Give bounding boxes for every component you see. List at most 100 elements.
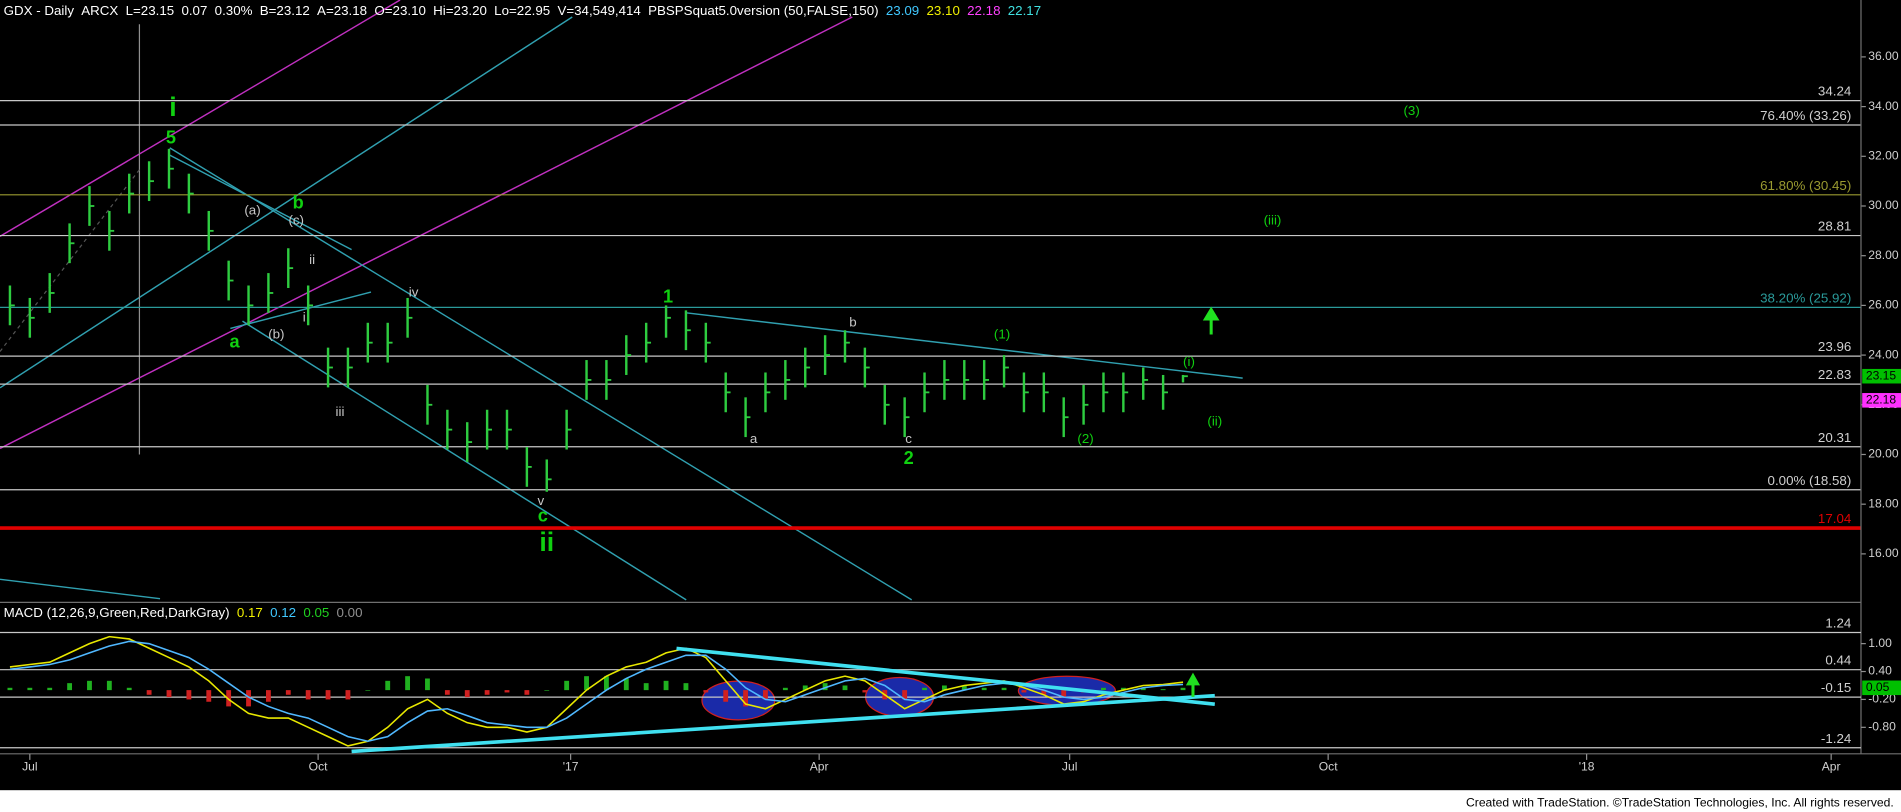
header-item: 23.10 [927, 2, 960, 17]
histogram-bar [862, 690, 868, 693]
arrow-head [1185, 672, 1201, 686]
y-tick-label: 16.00 [1868, 546, 1899, 560]
wave-label: 5 [166, 128, 176, 148]
histogram-bar [1021, 690, 1027, 693]
histogram-bar [186, 690, 192, 700]
macd-line [9, 635, 1184, 747]
histogram-bar [444, 690, 450, 695]
histogram-bar [166, 690, 172, 698]
trend-lines [0, 0, 1243, 601]
trend-line [0, 169, 140, 352]
trend-line [169, 154, 352, 251]
level-label: 23.96 [1818, 339, 1851, 354]
y-tick-label: 20.00 [1868, 447, 1899, 461]
histogram-bar [464, 690, 470, 698]
price-panel: 36.0034.0032.0030.0028.0026.0024.0022.00… [0, 49, 1901, 560]
header-item: Hi=23.20 [433, 2, 487, 17]
trend-line [0, 16, 573, 389]
histogram-bar [1140, 687, 1146, 691]
histogram-bar [67, 683, 73, 691]
trend-line [684, 311, 1243, 379]
level-label: 20.31 [1818, 430, 1851, 445]
y-tick-label: 32.00 [1868, 149, 1899, 163]
histogram-bar [743, 690, 749, 707]
header-item: B=23.12 [260, 2, 310, 17]
histogram-bar [623, 678, 629, 691]
histogram-bar [405, 676, 411, 691]
histogram-bar [1101, 687, 1106, 691]
y-tick-label: 1.00 [1868, 636, 1892, 650]
histogram-bar [603, 676, 609, 691]
x-tick-label: Jul [22, 759, 37, 773]
y-tick-label: 36.00 [1868, 49, 1899, 63]
histogram-bar [47, 687, 53, 691]
level-label: 1.24 [1825, 616, 1852, 631]
x-tick-label: Oct [1319, 759, 1338, 773]
histogram-bar [723, 690, 729, 702]
price-tag-label: 0.05 [1866, 680, 1890, 694]
wave-label: i [303, 309, 306, 324]
y-tick-label: 24.00 [1868, 347, 1899, 361]
header-item: 0.07 [181, 2, 207, 17]
histogram-bar [584, 676, 589, 691]
histogram-bar [564, 680, 570, 691]
trend-line [169, 147, 913, 601]
histogram-bar [206, 690, 212, 702]
histogram-bar [246, 690, 251, 707]
histogram-bar [106, 680, 112, 691]
header-item: 22.17 [1008, 2, 1041, 17]
wave-label: 1 [663, 287, 673, 307]
header-item: L=23.15 [126, 2, 175, 17]
level-label: -1.24 [1821, 731, 1852, 746]
trend-line [230, 291, 372, 330]
header-item: PBSPSquat5.0version (50,FALSE,150) [648, 2, 878, 17]
histogram-bar [842, 685, 848, 691]
background [0, 0, 1901, 790]
level-label: -0.15 [1821, 680, 1851, 695]
macd-line [9, 640, 1184, 743]
histogram-bar [1180, 687, 1186, 691]
histogram-bar [1120, 687, 1126, 691]
arrow-head [1202, 306, 1220, 321]
x-tick-label: Jul [1062, 759, 1077, 773]
header-item: MACD (12,26,9,Green,Red,DarkGray) [4, 605, 230, 620]
histogram-bar [1001, 687, 1007, 691]
y-tick-label: -0.20 [1868, 692, 1896, 706]
wave-label: (iii) [1264, 212, 1282, 227]
histogram-bar [643, 683, 649, 691]
x-tick-label: Apr [1822, 759, 1841, 773]
wave-label: (ii) [1207, 414, 1222, 429]
header-item: 0.05 [303, 605, 329, 620]
wave-label: (b) [268, 327, 284, 342]
wave-label: iv [409, 284, 419, 299]
wave-label: a [750, 431, 758, 446]
header-item: 0.30% [215, 2, 253, 17]
y-tick-label: 28.00 [1868, 248, 1899, 262]
header-item: 0.00 [337, 605, 363, 620]
histogram-bar [663, 680, 669, 691]
histogram-bar [285, 690, 291, 695]
wave-label: c [905, 431, 912, 446]
header-item: 0.17 [237, 605, 263, 620]
histogram-bar [325, 690, 331, 700]
histogram-bar [27, 687, 33, 691]
histogram-bar [504, 690, 510, 693]
wave-label: ii [539, 527, 554, 557]
highlight-ellipse [701, 680, 776, 721]
histogram-bar [544, 690, 550, 691]
wave-label: (2) [1077, 431, 1093, 446]
histogram-bar [226, 690, 232, 707]
histogram-bar [265, 690, 271, 702]
wave-label: 2 [904, 448, 914, 468]
price-tag [1862, 680, 1901, 696]
histogram-bar [782, 687, 788, 691]
wave-label: i [169, 92, 176, 122]
histogram-bar [365, 690, 371, 691]
price-tag [1862, 393, 1901, 408]
wave-label: a [230, 331, 241, 351]
header-item: ARCX [81, 2, 118, 17]
header-item: 23.09 [886, 2, 919, 17]
price-tag-label: 23.15 [1866, 368, 1897, 382]
